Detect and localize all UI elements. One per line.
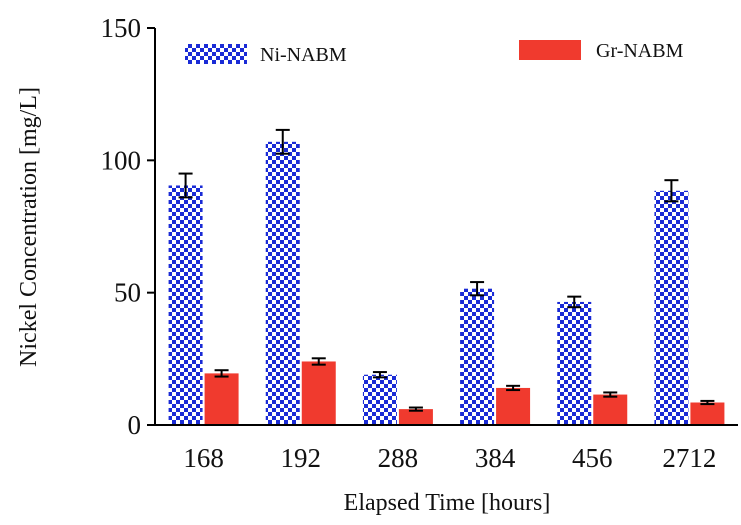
bar-gr-nabm: [398, 409, 433, 425]
x-tick-label: 456: [572, 443, 613, 473]
legend-label-gr-nabm: Gr-NABM: [596, 40, 684, 62]
bar-gr-nabm: [301, 361, 336, 425]
x-tick-label: 192: [281, 443, 322, 473]
bar-ni-nabm: [557, 301, 592, 425]
x-tick-label: 384: [475, 443, 516, 473]
y-axis-title: Nickel Concentration [mg/L]: [16, 87, 42, 367]
bar-gr-nabm: [593, 394, 628, 425]
x-tick-label: 288: [378, 443, 419, 473]
bar-ni-nabm: [654, 190, 689, 425]
bar-ni-nabm: [168, 185, 203, 425]
plot-area: [168, 128, 725, 425]
bar-ni-nabm: [362, 374, 397, 425]
y-tick-label: 0: [128, 410, 142, 440]
bar-gr-nabm: [496, 387, 531, 425]
y-tick-label: 50: [114, 278, 141, 308]
legend-swatch-ni-nabm: [185, 44, 247, 64]
legend-swatch-gr-nabm: [519, 40, 581, 60]
x-axis-title: Elapsed Time [hours]: [344, 490, 551, 516]
bar-ni-nabm: [460, 288, 495, 425]
legend: Ni-NABM Gr-NABM: [185, 40, 684, 66]
bar-gr-nabm: [690, 402, 725, 425]
y-tick-label: 100: [101, 145, 142, 175]
x-tick-label: 2712: [662, 443, 716, 473]
bar-ni-nabm: [265, 141, 300, 425]
legend-label-ni-nabm: Ni-NABM: [260, 44, 347, 66]
x-tick-label: 168: [183, 443, 224, 473]
bar-gr-nabm: [204, 373, 239, 425]
y-tick-label: 150: [101, 13, 142, 43]
